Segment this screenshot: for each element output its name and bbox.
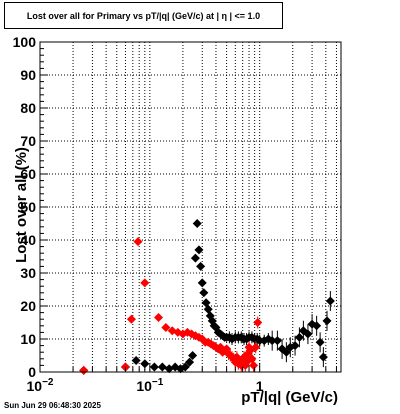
data-point	[312, 315, 322, 336]
data-point	[185, 357, 195, 367]
y-tick-label: 90	[20, 67, 36, 83]
axes: 0 10 20 30 40 50 60 70 80 90 100 10−2 10−1 1	[13, 34, 342, 394]
data-point	[188, 351, 198, 360]
diamond-marker	[290, 341, 300, 351]
timestamp: Sun Jun 29 06:48:30 2025	[4, 401, 101, 410]
data-point	[315, 332, 325, 353]
data-point	[140, 278, 150, 288]
chart-title: Lost over all for Primary vs pT/|q| (GeV…	[4, 2, 283, 29]
diamond-marker	[199, 288, 209, 298]
data-markers	[79, 219, 335, 375]
diamond-marker	[315, 337, 325, 347]
data-point	[161, 322, 171, 332]
data-point	[133, 237, 143, 247]
data-point	[79, 365, 89, 375]
data-point	[199, 288, 209, 298]
diamond-marker	[131, 355, 141, 365]
diamond-marker	[140, 359, 150, 369]
y-tick-label: 100	[13, 34, 37, 50]
data-point	[251, 341, 261, 354]
data-point	[194, 245, 204, 255]
data-point	[253, 316, 263, 329]
y-axis-label: Lost over all (%)	[13, 147, 30, 263]
diamond-marker	[185, 357, 195, 367]
data-point	[318, 347, 328, 368]
data-point	[192, 219, 202, 228]
y-tick-label: 60	[20, 166, 36, 182]
data-point	[322, 310, 332, 331]
diamond-marker	[294, 332, 304, 342]
diamond-marker	[149, 362, 159, 372]
data-point	[294, 327, 304, 348]
diamond-marker	[133, 237, 143, 247]
data-point	[154, 313, 164, 323]
diamond-marker	[188, 351, 198, 360]
data-point	[157, 362, 167, 372]
y-tick-label: 0	[28, 364, 36, 380]
diamond-marker	[192, 219, 202, 228]
data-point	[190, 253, 200, 263]
data-point	[197, 278, 207, 288]
diamond-marker	[267, 336, 277, 346]
data-point	[203, 304, 213, 314]
x-tick-label: 1	[256, 378, 264, 394]
diamond-marker	[253, 318, 263, 327]
diamond-marker	[154, 313, 164, 323]
data-point	[131, 355, 141, 365]
diamond-marker	[190, 253, 200, 263]
data-point	[325, 291, 335, 312]
diamond-marker	[196, 261, 206, 271]
diamond-marker	[255, 336, 265, 346]
x-axis-label: pT/|q| (GeV/c)	[241, 389, 338, 406]
data-point	[149, 362, 159, 372]
y-tick-label: 50	[20, 199, 36, 215]
diamond-marker	[157, 362, 167, 372]
diamond-marker	[322, 316, 332, 326]
data-point	[303, 324, 313, 345]
y-tick-label: 40	[20, 232, 36, 248]
diamond-marker	[312, 321, 322, 331]
y-tick-label: 80	[20, 100, 36, 116]
y-tick-label: 20	[20, 298, 36, 314]
diamond-marker	[126, 314, 136, 324]
diamond-marker	[79, 365, 89, 375]
diamond-marker	[251, 342, 261, 352]
diamond-marker	[325, 296, 335, 306]
data-point	[196, 261, 206, 271]
y-tick-label: 70	[20, 133, 36, 149]
data-point	[126, 314, 136, 324]
diamond-marker	[318, 352, 328, 362]
diamond-marker	[247, 354, 257, 364]
diamond-marker	[303, 329, 313, 339]
x-tick-label: 10−2	[27, 377, 54, 394]
data-point	[272, 330, 282, 351]
diamond-marker	[249, 360, 259, 370]
diamond-marker	[140, 278, 150, 288]
diamond-marker	[197, 278, 207, 288]
y-tick-label: 10	[20, 331, 36, 347]
data-point	[290, 335, 300, 356]
x-tick-label: 10−1	[136, 377, 163, 394]
diamond-marker	[161, 322, 171, 332]
grid-lines	[40, 42, 341, 372]
data-point	[140, 359, 150, 369]
diamond-marker	[272, 336, 282, 346]
diamond-marker	[203, 304, 213, 314]
y-tick-label: 30	[20, 265, 36, 281]
diamond-marker	[194, 245, 204, 255]
data-point	[249, 359, 259, 372]
